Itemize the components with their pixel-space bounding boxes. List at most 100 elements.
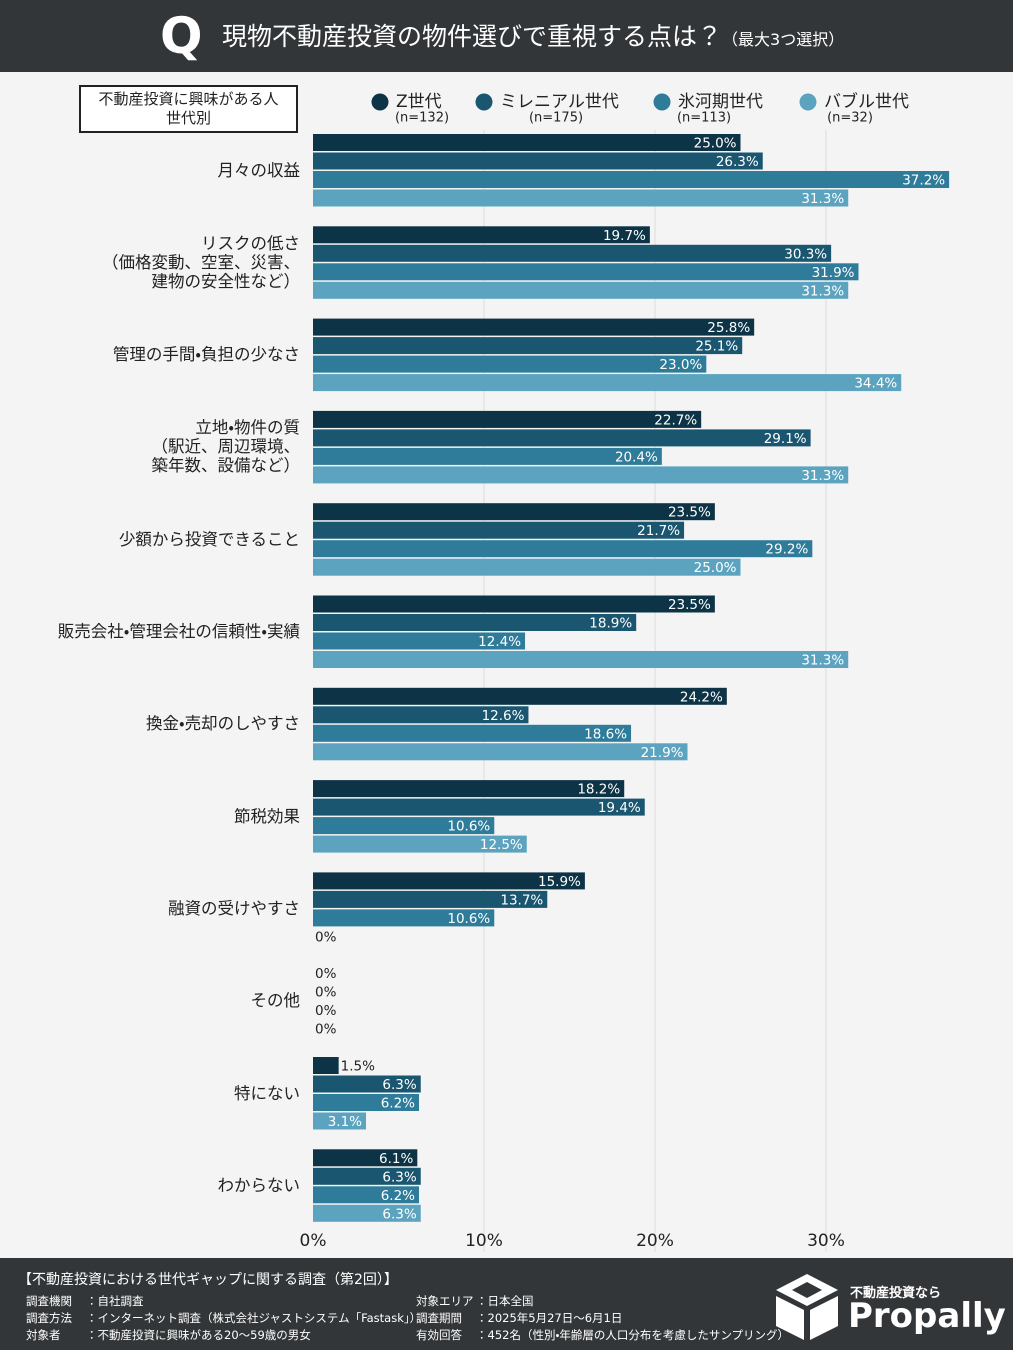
value-label: 6.3%	[382, 1169, 416, 1185]
value-label: 29.1%	[764, 431, 807, 447]
bar	[313, 651, 849, 668]
footer: 不動産投資なら Propally 【不動産投資における世代ギャップに関する調査（…	[0, 1258, 1013, 1350]
x-tick-label: 20%	[636, 1231, 674, 1251]
bar	[313, 1186, 420, 1204]
x-tick-label: 0%	[300, 1231, 327, 1251]
value-label: 25.0%	[694, 560, 737, 576]
bar	[313, 355, 707, 373]
bar	[313, 244, 832, 262]
bar	[313, 318, 755, 336]
bar	[313, 909, 495, 927]
bar	[313, 798, 645, 816]
value-label: 22.7%	[654, 412, 697, 428]
group-label: 不動産投資に興味がある人 世代別	[79, 85, 298, 133]
bar	[313, 558, 741, 576]
value-label: 6.3%	[382, 1206, 416, 1222]
value-label: 10.6%	[447, 819, 490, 835]
category-label: 管理の手間・負担の少なさ	[112, 345, 300, 365]
value-label: 18.9%	[589, 616, 632, 632]
value-label: 3.1%	[328, 1114, 362, 1130]
value-label: 12.5%	[480, 837, 523, 853]
bar	[313, 189, 849, 207]
category-label: その他	[250, 991, 301, 1011]
value-label: 15.9%	[538, 874, 581, 890]
category-label: 融資の受けやすさ	[168, 898, 300, 918]
value-label: 20.4%	[615, 449, 658, 465]
value-label: 25.0%	[694, 136, 737, 152]
category-label: リスクの低さ （価格変動、空室、災害、 建物の安全性など）	[102, 233, 300, 291]
bar	[313, 1167, 421, 1185]
legend-sample: (n=175)	[529, 111, 583, 126]
bar	[313, 614, 637, 631]
bar	[313, 134, 741, 151]
category-label: 換金・売却のしやすさ	[146, 714, 300, 734]
value-label: 12.6%	[482, 708, 525, 724]
legend-marker	[475, 93, 493, 111]
bar	[313, 521, 685, 539]
value-label: 26.3%	[716, 154, 759, 170]
bar	[313, 706, 529, 724]
footer-key: 調査機関	[26, 1294, 72, 1308]
footer-value: ：452名（性別・年齢層の人口分布を考慮したサンプリング）	[476, 1328, 790, 1342]
bar	[313, 152, 763, 170]
footer-key: 調査期間	[416, 1311, 462, 1325]
bar	[313, 1112, 367, 1130]
value-label: 31.9%	[812, 265, 855, 281]
value-label: 13.7%	[500, 892, 543, 908]
footer-key: 調査方法	[26, 1311, 72, 1325]
value-label: 23.5%	[668, 597, 711, 613]
value-label: 18.2%	[577, 782, 620, 798]
legend-marker	[799, 93, 817, 111]
bar	[313, 890, 548, 908]
value-label: 6.3%	[382, 1077, 416, 1093]
badge: Q	[160, 7, 203, 65]
value-label: 18.6%	[584, 726, 627, 742]
legend-label: 氷河期世代	[678, 92, 763, 112]
logo-icon	[776, 1274, 838, 1340]
legend-marker	[653, 93, 671, 111]
bar	[313, 503, 715, 521]
value-label: 34.4%	[854, 376, 897, 392]
value-label: 0%	[315, 1022, 337, 1038]
value-label: 31.3%	[801, 468, 844, 484]
value-label: 24.2%	[680, 689, 723, 705]
footer-value: ：自社調査	[86, 1294, 144, 1308]
legend-sample: (n=132)	[395, 111, 449, 126]
bar	[313, 466, 849, 484]
footer-key: 有効回答	[416, 1328, 462, 1342]
bar	[313, 447, 662, 465]
bar	[313, 872, 585, 890]
category-label: 特にない	[234, 1083, 300, 1103]
value-label: 19.4%	[598, 800, 641, 816]
bar	[313, 724, 632, 742]
bar	[313, 817, 495, 835]
bar	[313, 743, 688, 761]
footer-key: 対象エリア	[416, 1294, 474, 1308]
value-label: 37.2%	[902, 173, 945, 189]
value-label: 6.2%	[381, 1096, 415, 1112]
logo-name: Propally	[848, 1296, 1006, 1336]
value-label: 0%	[315, 1003, 337, 1019]
value-label: 30.3%	[784, 246, 827, 262]
category-label: 立地・物件の質 （駅近、周辺環境、 築年数、設備など）	[151, 418, 301, 476]
value-label: 21.7%	[637, 523, 680, 539]
legend-label: ミレニアル世代	[500, 92, 619, 112]
category-label: 販売会社・管理会社の信頼性・実績	[57, 622, 300, 641]
value-label: 23.5%	[668, 505, 711, 521]
x-tick-label: 10%	[465, 1231, 503, 1251]
value-label: 23.0%	[659, 357, 702, 373]
bar	[313, 337, 743, 355]
bar	[313, 1075, 421, 1093]
bar	[313, 171, 950, 188]
bar	[313, 429, 811, 447]
bar	[313, 632, 526, 650]
bar	[313, 374, 902, 392]
value-label: 31.3%	[801, 283, 844, 299]
bar	[313, 1149, 418, 1167]
value-label: 31.3%	[801, 653, 844, 669]
subtitle: （最大3つ選択）	[722, 30, 845, 49]
bar	[313, 226, 650, 244]
header	[0, 0, 1013, 72]
legend-label: バブル世代	[824, 91, 909, 112]
